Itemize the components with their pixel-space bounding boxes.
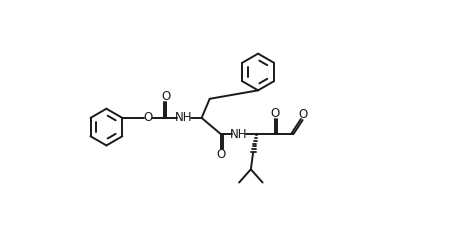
Text: O: O [162,90,171,103]
Text: O: O [216,148,225,161]
Text: NH: NH [231,127,248,141]
Text: NH: NH [175,111,193,124]
Text: O: O [270,107,280,120]
Text: O: O [143,111,152,124]
Text: O: O [298,108,307,122]
